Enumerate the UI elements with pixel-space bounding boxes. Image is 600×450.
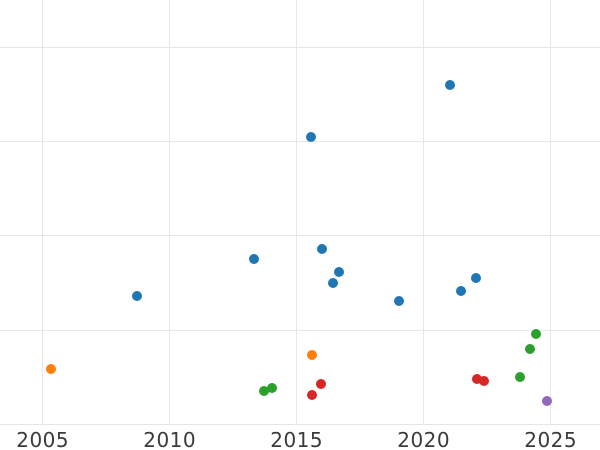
data-point-series-blue [316, 243, 327, 254]
data-point-series-blue [470, 273, 481, 284]
data-point-series-blue [132, 291, 143, 302]
data-point-series-red [478, 375, 489, 386]
x-tick-label: 2020 [397, 428, 451, 450]
data-point-series-orange [46, 363, 57, 374]
horizontal-gridline [0, 423, 600, 425]
data-point-series-blue [327, 277, 338, 288]
data-point-series-purple [541, 395, 552, 406]
data-point-series-red [471, 374, 482, 385]
data-point-series-blue [394, 295, 405, 306]
data-point-series-blue [306, 131, 317, 142]
data-point-series-green [259, 386, 270, 397]
x-tick-label: 2015 [270, 428, 324, 450]
horizontal-gridline [0, 46, 600, 48]
data-point-series-green [514, 372, 525, 383]
vertical-gridline [296, 0, 298, 424]
horizontal-gridline [0, 329, 600, 331]
horizontal-gridline [0, 235, 600, 237]
data-point-series-blue [248, 254, 259, 265]
vertical-gridline [423, 0, 425, 424]
data-point-series-green [525, 343, 536, 354]
data-point-series-blue [333, 266, 344, 277]
data-point-series-blue [455, 286, 466, 297]
data-point-series-green [530, 328, 541, 339]
vertical-gridline [42, 0, 44, 424]
x-tick-label: 2005 [16, 428, 70, 450]
data-point-series-orange [306, 349, 317, 360]
data-point-series-red [307, 390, 318, 401]
vertical-gridline [550, 0, 552, 424]
horizontal-gridline [0, 141, 600, 143]
x-tick-label: 2010 [143, 428, 197, 450]
data-point-series-green [267, 382, 278, 393]
vertical-gridline [169, 0, 171, 424]
x-tick-label: 2025 [524, 428, 578, 450]
data-point-series-blue [445, 80, 456, 90]
data-point-series-red [316, 378, 327, 389]
